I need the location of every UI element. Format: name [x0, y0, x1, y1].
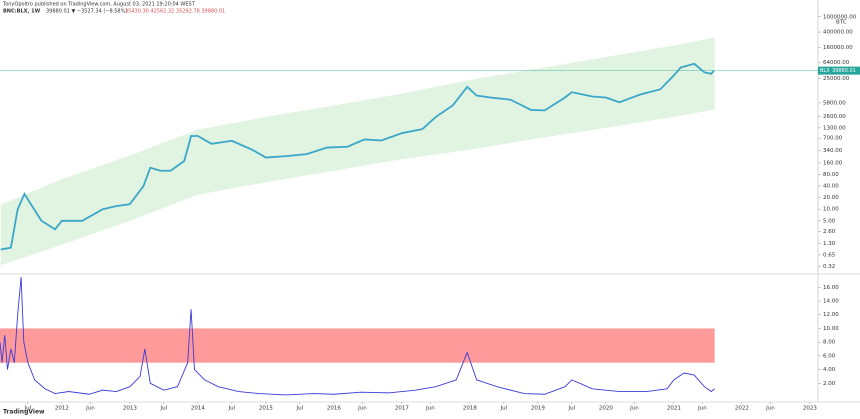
last-price: 39880.01	[832, 68, 856, 74]
x-tick-label: 2017	[395, 406, 409, 412]
x-tick-label: 2020	[599, 406, 613, 412]
channel-band	[0, 37, 715, 266]
y-tick-label: 0.65	[823, 252, 836, 258]
x-tick-label: 2023	[803, 406, 817, 412]
y-tick-label: 16.00	[823, 285, 839, 291]
y-tick-label: 4.00	[823, 367, 836, 373]
ohlc: 35430.30 42562.32 35292.78 39880.01	[125, 9, 225, 15]
y-tick-label: 1.30	[823, 241, 836, 247]
y-tick-label: 40.00	[823, 184, 839, 190]
x-tick-label: Jun	[85, 406, 95, 412]
y-tick-label: 25000.00	[823, 76, 850, 82]
currency: BTC	[836, 19, 847, 25]
y-tick-label: 700.00	[823, 136, 843, 142]
x-tick-label: 2021	[667, 406, 681, 412]
x-tick-label: 2013	[123, 406, 137, 412]
last-tag: BLX	[820, 68, 830, 74]
x-tick-label: Jun	[697, 406, 707, 412]
y-tick-label: 5.00	[823, 218, 836, 224]
y-tick-label: 80.00	[823, 172, 839, 178]
x-tick-label: Jul	[500, 406, 508, 412]
x-tick-label: 2019	[531, 406, 545, 412]
x-tick-label: 2014	[191, 406, 205, 412]
y-tick-label: 12.00	[823, 312, 839, 318]
y-tick-label: 160000.00	[823, 45, 853, 51]
y-tick-label: 14.00	[823, 299, 839, 305]
x-tick-label: Jul	[24, 406, 32, 412]
y-tick-label: 1300.00	[823, 125, 846, 131]
last-price-box	[818, 66, 860, 75]
x-tick-label: Jun	[765, 406, 775, 412]
x-tick-label: Jul	[296, 406, 304, 412]
y-tick-label: 1000000.00	[823, 14, 857, 20]
x-tick-label: Jun	[629, 406, 639, 412]
x-tick-label: Jul	[228, 406, 236, 412]
x-tick-label: 2015	[259, 406, 273, 412]
series-line	[0, 62, 715, 251]
y-tick-label: 8.00	[823, 340, 836, 346]
quote: 39880.01 ▼ −3527.34 (−8.58%)	[46, 9, 127, 15]
x-tick-label: 2016	[327, 406, 341, 412]
y-tick-label: 64000.00	[823, 60, 850, 66]
x-tick-label: 2022	[735, 406, 749, 412]
x-tick-label: 2018	[463, 406, 477, 412]
y-tick-label: 10.00	[823, 326, 839, 332]
y-tick-label: 340.00	[823, 148, 843, 154]
y-tick-label: 20.00	[823, 195, 839, 201]
y-tick-label: 2600.00	[823, 114, 846, 120]
y-tick-label: 2.00	[823, 381, 836, 387]
y-tick-label: 5800.00	[823, 100, 846, 106]
x-tick-label: Jun	[425, 406, 435, 412]
y-tick-label: 6.00	[823, 353, 836, 359]
logo: TradingView	[3, 409, 45, 416]
x-tick-label: Jul	[160, 406, 168, 412]
symbol: BNC:BLX, 1W	[3, 9, 41, 15]
y-tick-label: 10.00	[823, 207, 839, 213]
y-tick-label: 400000.00	[823, 30, 853, 36]
y-tick-label: 2.60	[823, 229, 836, 235]
series-line	[0, 276, 715, 396]
x-tick-label: 2012	[55, 406, 69, 412]
y-tick-label: 0.32	[823, 264, 835, 270]
x-tick-label: Jul	[568, 406, 576, 412]
zone	[0, 328, 715, 363]
x-tick-label: Jun	[357, 406, 367, 412]
publisher: TonyOpoltro published on TradingView.com…	[2, 2, 196, 8]
y-tick-label: 160.00	[823, 160, 843, 166]
